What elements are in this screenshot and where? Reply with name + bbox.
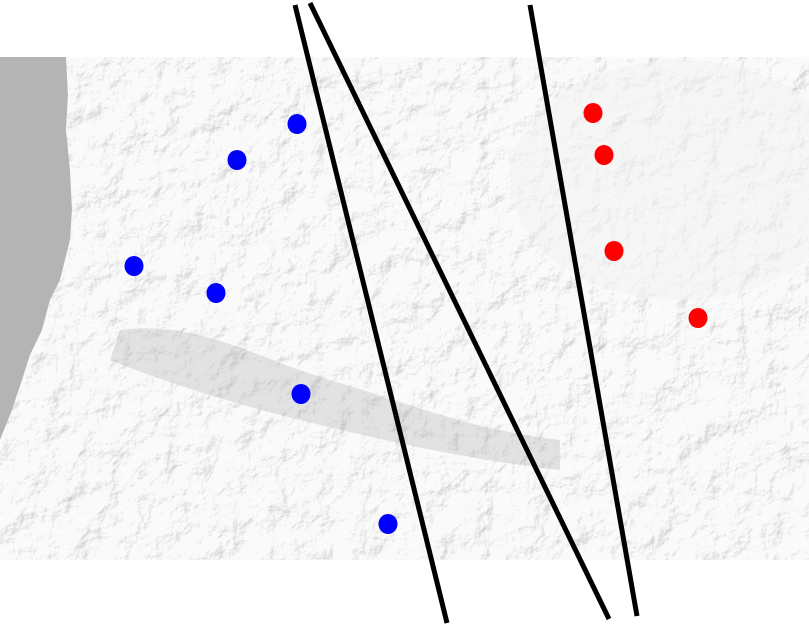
red-point bbox=[688, 308, 708, 328]
line-1 bbox=[292, 4, 450, 624]
blue-points-layer bbox=[124, 114, 398, 534]
blue-point bbox=[378, 514, 398, 534]
blue-point bbox=[206, 283, 226, 303]
blue-point bbox=[124, 256, 144, 276]
map-area bbox=[0, 57, 809, 560]
line-3 bbox=[527, 4, 640, 617]
red-point bbox=[604, 241, 624, 261]
red-points-layer bbox=[583, 103, 708, 328]
line-2 bbox=[307, 1, 612, 621]
blue-point bbox=[291, 384, 311, 404]
red-point bbox=[583, 103, 603, 123]
lines-layer bbox=[292, 1, 640, 624]
mountain-ridge bbox=[110, 328, 560, 470]
blue-point bbox=[287, 114, 307, 134]
red-point bbox=[594, 145, 614, 165]
blue-point bbox=[227, 150, 247, 170]
plain-highlight bbox=[510, 60, 809, 300]
